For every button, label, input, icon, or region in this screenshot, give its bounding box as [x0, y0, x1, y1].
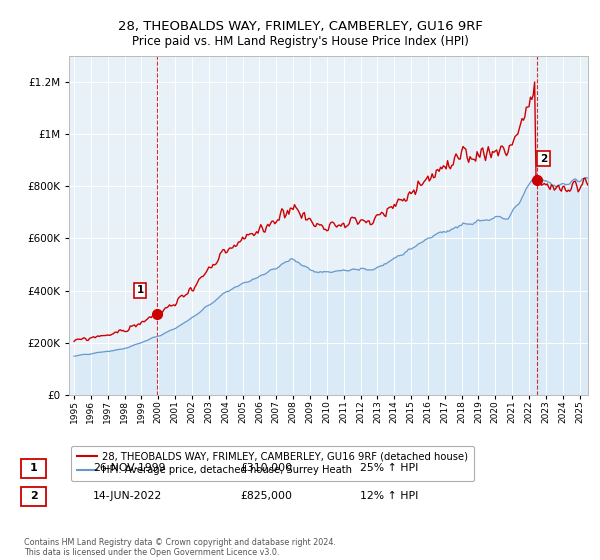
Text: 25% ↑ HPI: 25% ↑ HPI	[360, 463, 418, 473]
Text: 2: 2	[540, 153, 547, 164]
Text: 2: 2	[30, 491, 37, 501]
Text: 12% ↑ HPI: 12% ↑ HPI	[360, 491, 418, 501]
Text: £310,000: £310,000	[240, 463, 292, 473]
Text: 1: 1	[30, 463, 37, 473]
Text: 1: 1	[136, 285, 143, 295]
Text: 26-NOV-1999: 26-NOV-1999	[93, 463, 166, 473]
Text: Contains HM Land Registry data © Crown copyright and database right 2024.
This d: Contains HM Land Registry data © Crown c…	[24, 538, 336, 557]
Text: £825,000: £825,000	[240, 491, 292, 501]
Text: 14-JUN-2022: 14-JUN-2022	[93, 491, 162, 501]
Text: Price paid vs. HM Land Registry's House Price Index (HPI): Price paid vs. HM Land Registry's House …	[131, 35, 469, 48]
Legend: 28, THEOBALDS WAY, FRIMLEY, CAMBERLEY, GU16 9RF (detached house), HPI: Average p: 28, THEOBALDS WAY, FRIMLEY, CAMBERLEY, G…	[71, 446, 475, 481]
Text: 28, THEOBALDS WAY, FRIMLEY, CAMBERLEY, GU16 9RF: 28, THEOBALDS WAY, FRIMLEY, CAMBERLEY, G…	[118, 20, 482, 32]
